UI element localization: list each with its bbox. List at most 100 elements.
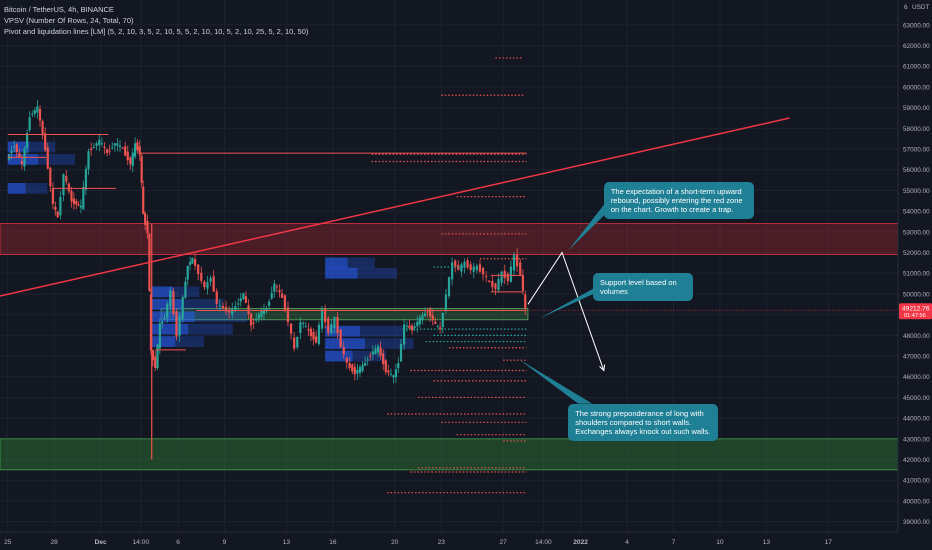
candle-body	[389, 373, 393, 375]
candle-body	[394, 369, 398, 378]
volume-profile-row-up	[325, 267, 358, 279]
price-tick-label: 61000.00	[903, 64, 930, 71]
candle-body	[469, 264, 472, 271]
candle-body	[397, 363, 400, 369]
annotation-text: The strong preponderance of long with sh…	[575, 408, 711, 436]
candle-body	[249, 313, 253, 326]
candle-body	[41, 121, 44, 136]
candle-body	[131, 152, 134, 167]
candle-body	[348, 363, 351, 368]
candle-body	[87, 151, 90, 170]
candle-body	[268, 301, 271, 306]
candle-body	[136, 142, 139, 151]
annotation-callout[interactable]: The strong preponderance of long with sh…	[568, 403, 719, 441]
candle-body	[475, 265, 478, 270]
volume-profile-row-up	[325, 350, 353, 362]
annotation-callout[interactable]: Support level based on volumes	[592, 273, 693, 302]
candle-body	[345, 357, 348, 363]
annotation-callout[interactable]: The expectation of a short-term upward r…	[603, 182, 754, 220]
candle-body	[336, 316, 339, 334]
annotation-pointer	[538, 283, 617, 319]
candle-body	[403, 324, 406, 345]
candle-body	[413, 326, 416, 328]
candle-body	[478, 264, 482, 272]
price-tick-label: 51000.00	[903, 271, 930, 278]
price-tick-label: 53000.00	[903, 229, 930, 236]
candle-body	[361, 364, 364, 372]
indicator-vpsv[interactable]: VPSV (Number Of Rows, 24, Total, 70)	[4, 16, 134, 25]
last-price-badge	[899, 303, 932, 320]
annotation-text: Support level based on volumes	[599, 278, 677, 297]
currency-label: USDT	[912, 4, 929, 11]
candle-body	[84, 168, 88, 190]
indicator-pivot-liquidation[interactable]: Pivot and liquidation lines [LM] (5, 2, …	[4, 27, 309, 36]
price-tick-label: 56000.00	[903, 167, 930, 174]
price-tick-label: 63000.00	[903, 22, 930, 29]
volume-profile-row-up	[7, 141, 30, 153]
candle-body	[252, 322, 255, 324]
candle-body	[231, 308, 234, 315]
candle-body	[144, 213, 147, 225]
volume-profile-row-up	[151, 336, 176, 347]
price-tick-label: 58000.00	[903, 126, 930, 133]
candle-body	[374, 348, 377, 354]
candle-body	[521, 275, 525, 291]
candle-body	[392, 375, 395, 378]
time-tick-label: 7	[672, 539, 676, 546]
candle-body	[126, 151, 129, 161]
time-tick-label: 14:00	[535, 539, 552, 546]
time-tick-label: 27	[500, 539, 508, 546]
candle-body	[454, 260, 457, 268]
candle-body	[215, 291, 218, 304]
candle-body	[163, 318, 166, 320]
candle-body	[293, 337, 296, 349]
candle-body	[339, 329, 342, 348]
price-tick-label: 42000.00	[903, 457, 930, 464]
zone-green	[0, 438, 899, 471]
volume-profile-row-up	[325, 325, 361, 337]
candle-body	[296, 336, 299, 348]
candle-body	[10, 150, 13, 154]
candle-body	[140, 155, 143, 183]
candle-body	[51, 187, 54, 204]
candle-body	[46, 147, 49, 169]
candle-body	[358, 367, 362, 373]
candle-body	[356, 369, 359, 374]
candle-body	[408, 325, 411, 329]
time-tick-label: 17	[825, 539, 833, 546]
candle-body	[212, 276, 215, 292]
candle-body	[20, 161, 24, 165]
candle-body	[200, 272, 203, 281]
candle-body	[447, 277, 451, 297]
candle-body	[191, 257, 194, 264]
candle-body	[366, 359, 369, 361]
price-tick-label: 54000.00	[903, 209, 930, 216]
candle-body	[203, 281, 206, 288]
candle-body	[62, 174, 65, 196]
candle-body	[161, 321, 164, 324]
symbol-title[interactable]: Bitcoin / TetherUS, 4h, BINANCE	[4, 5, 114, 14]
candle-body	[149, 294, 153, 351]
volume-profile-row-up	[325, 338, 365, 350]
candle-body	[506, 273, 509, 282]
volume-profile-row	[151, 311, 248, 323]
candle-body	[166, 303, 169, 318]
candle-body	[327, 318, 330, 333]
volume-profile-row-up	[7, 154, 39, 165]
price-tick-label: 52000.00	[903, 250, 930, 257]
candle-body	[369, 355, 372, 357]
candle-body	[124, 146, 127, 156]
candle-body	[450, 262, 454, 280]
candle-body	[169, 290, 172, 307]
candle-body	[410, 325, 414, 331]
candle-body	[481, 268, 485, 275]
candle-body	[324, 308, 327, 323]
candle-body	[184, 281, 187, 298]
candle-body	[138, 146, 141, 155]
zone-support	[160, 308, 529, 321]
volume-profile-row-up	[151, 286, 174, 298]
candle-body	[304, 326, 307, 328]
price-tick-label: 48000.00	[903, 333, 930, 340]
zone-red	[0, 223, 899, 255]
